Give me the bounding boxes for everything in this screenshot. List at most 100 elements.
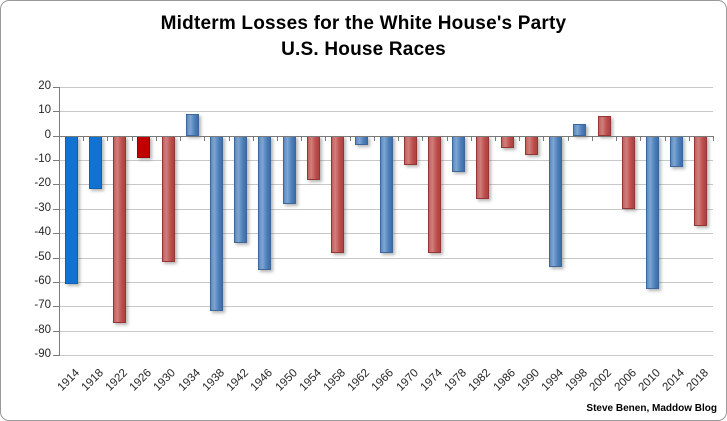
- chart-title: Midterm Losses for the White House's Par…: [1, 11, 726, 63]
- category-axis-tick: [519, 135, 521, 141]
- x-axis-label: 2014: [660, 367, 688, 394]
- category-axis-tick: [252, 135, 254, 141]
- gridline: [59, 87, 713, 88]
- category-axis-tick: [446, 135, 448, 141]
- y-axis-label: -50: [34, 250, 51, 263]
- bar-1986: [500, 135, 514, 148]
- category-axis-tick: [83, 135, 85, 141]
- x-axis-label: 1994: [539, 367, 567, 394]
- category-axis-tick: [688, 135, 690, 141]
- y-axis-tick: [53, 111, 59, 113]
- y-axis-tick: [53, 281, 59, 283]
- category-axis-tick: [228, 135, 230, 141]
- y-axis-tick: [53, 306, 59, 308]
- category-axis-tick: [349, 135, 351, 141]
- attribution: Steve Benen, Maddow Blog: [586, 403, 717, 414]
- category-axis-tick: [591, 135, 593, 141]
- category-axis-tick: [204, 135, 206, 141]
- x-axis-label: 1922: [103, 367, 131, 394]
- gridline: [59, 330, 713, 332]
- y-axis-label: -70: [34, 299, 51, 312]
- bar-1926: [137, 135, 151, 158]
- bar-1978: [452, 135, 466, 173]
- x-axis-label: 2018: [684, 367, 712, 394]
- bar-1942: [234, 135, 248, 243]
- y-axis-tick: [53, 257, 59, 259]
- bar-1982: [476, 135, 490, 199]
- y-axis-tick: [53, 184, 59, 186]
- bar-1918: [88, 135, 102, 190]
- category-axis-tick: [131, 135, 133, 141]
- x-axis-label: 1958: [321, 367, 349, 394]
- x-axis-label: 1990: [515, 367, 542, 394]
- y-axis-label: 20: [38, 80, 51, 92]
- x-axis-label: 1926: [127, 367, 155, 394]
- y-axis-label: -60: [34, 274, 51, 287]
- y-axis-label: -80: [34, 323, 51, 336]
- x-axis-label: 1982: [466, 367, 494, 394]
- category-axis-tick: [325, 135, 327, 141]
- y-axis-tick: [53, 355, 59, 356]
- y-axis-label: -30: [34, 201, 51, 214]
- bar-1994: [549, 135, 563, 268]
- zero-axis-line: [59, 135, 713, 137]
- y-axis-tick: [53, 330, 59, 332]
- bar-1974: [427, 135, 441, 253]
- category-axis-tick: [664, 135, 666, 141]
- x-axis-label: 1954: [297, 367, 324, 394]
- x-axis-label: 1978: [442, 367, 470, 394]
- chart-title-line1: Midterm Losses for the White House's Par…: [160, 13, 567, 34]
- category-axis-tick: [640, 135, 642, 141]
- bar-2014: [670, 135, 684, 168]
- category-axis-tick: [107, 135, 109, 141]
- category-axis-tick: [398, 135, 400, 141]
- category-axis-tick: [567, 135, 569, 141]
- y-axis-tick: [53, 233, 59, 235]
- category-axis-tick: [422, 135, 424, 141]
- gridline: [59, 355, 713, 356]
- x-axis-label: 1914: [54, 367, 82, 394]
- bar-2018: [694, 135, 708, 226]
- bar-1938: [209, 135, 223, 312]
- x-axis-label: 1930: [151, 367, 179, 394]
- y-axis-label: 10: [38, 104, 51, 117]
- y-axis-tick: [53, 135, 59, 137]
- category-axis-tick: [301, 135, 303, 141]
- bar-1966: [379, 135, 393, 253]
- plot-area: [53, 87, 714, 356]
- chart-title-line2: U.S. House Races: [281, 39, 446, 60]
- category-axis-tick: [277, 135, 278, 141]
- x-axis-label: 1950: [272, 367, 300, 394]
- gridline: [59, 281, 713, 283]
- category-axis-tick: [543, 135, 545, 141]
- x-axis-label: 1998: [563, 367, 591, 394]
- bar-1922: [113, 135, 127, 324]
- y-axis-label: -90: [34, 348, 51, 360]
- category-axis-tick: [495, 135, 496, 141]
- bar-1954: [306, 135, 320, 180]
- x-axis-label: 1970: [394, 367, 421, 394]
- category-axis-tick: [373, 135, 375, 141]
- y-axis-label: 0: [44, 128, 51, 141]
- bar-1930: [161, 135, 175, 263]
- category-axis-tick: [180, 135, 182, 141]
- x-axis-label: 1962: [345, 367, 373, 394]
- y-axis-label: -10: [34, 153, 51, 166]
- x-axis-label: 1946: [248, 367, 276, 394]
- y-axis-tick: [53, 87, 59, 88]
- x-axis-label: 2010: [636, 367, 663, 394]
- category-axis-tick: [155, 135, 157, 141]
- gridline: [59, 257, 713, 259]
- bar-2002: [597, 116, 611, 136]
- y-axis-tick: [53, 208, 59, 210]
- bar-1998: [573, 123, 587, 136]
- bar-1950: [282, 135, 296, 204]
- gridline: [59, 111, 713, 113]
- bar-2010: [645, 135, 659, 290]
- x-axis-label: 1974: [418, 367, 445, 394]
- y-axis-label: -40: [34, 226, 51, 239]
- bar-2006: [621, 135, 635, 209]
- bar-1914: [64, 135, 78, 285]
- y-axis-tick: [53, 160, 59, 162]
